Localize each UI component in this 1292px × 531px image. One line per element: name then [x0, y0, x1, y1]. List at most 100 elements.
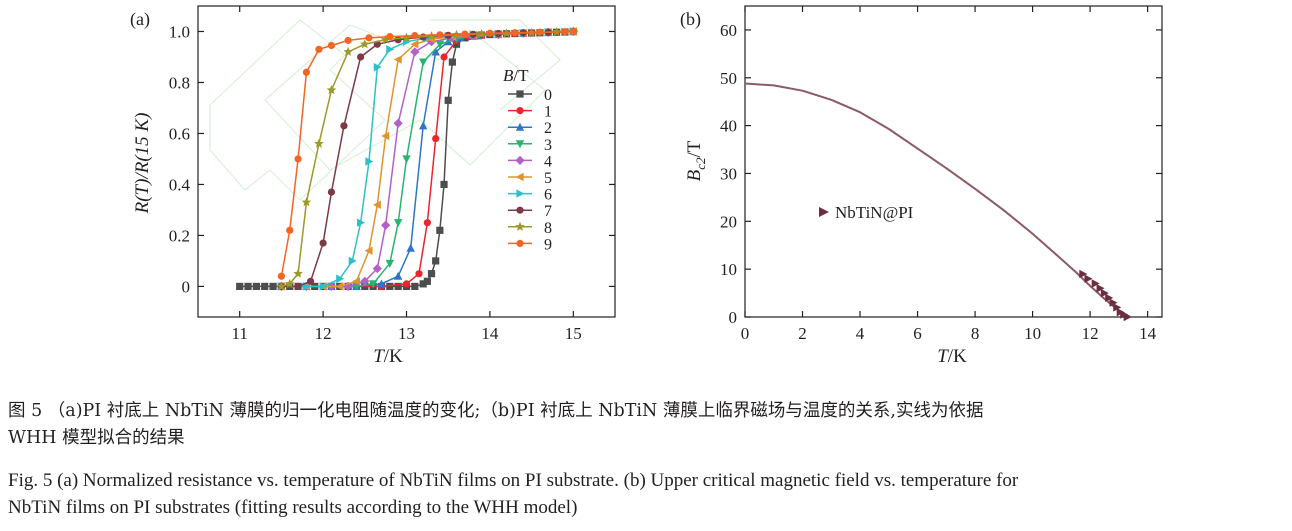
y-tick-label-b: 40 [720, 117, 737, 136]
data-point [411, 31, 419, 40]
data-point [402, 155, 411, 164]
data-point [1123, 312, 1132, 322]
legend-b: NbTiN@PI [819, 203, 914, 222]
series-b-5 [277, 27, 577, 291]
x-tick-label-b: 8 [971, 324, 980, 343]
data-point [393, 271, 403, 280]
data-point [352, 277, 361, 286]
legend-label: 4 [544, 153, 552, 170]
data-point [373, 62, 382, 72]
legend-label: 8 [544, 220, 552, 237]
legend-label: 3 [544, 137, 552, 154]
data-point [386, 32, 394, 41]
data-point [344, 36, 352, 45]
data-point [410, 40, 419, 49]
data-point [360, 39, 370, 49]
data-point [436, 226, 444, 234]
plot-frame-b [744, 5, 1163, 318]
series-b-3 [277, 27, 578, 291]
legend-label: 1 [544, 104, 552, 121]
data-point [418, 58, 428, 67]
data-point [432, 134, 440, 143]
axis-ticks-b: 0 2 4 6 8 10 12 14 0 10 20 30 40 50 60 [720, 6, 1162, 343]
data-point [452, 40, 461, 48]
data-point [448, 58, 456, 66]
data-point [569, 27, 577, 36]
y-tick-label-a: 0.2 [169, 226, 190, 245]
y-tick-label-b: 60 [720, 21, 737, 40]
series-group-b [744, 82, 1132, 322]
y-tick-label-b: 10 [720, 260, 737, 279]
data-point [343, 46, 353, 56]
data-point [386, 282, 394, 291]
data-point [335, 282, 344, 291]
data-point [348, 256, 357, 266]
data-point [406, 243, 415, 252]
data-point [423, 277, 431, 285]
x-axis-label-a: T/K [373, 346, 403, 367]
data-point [511, 29, 519, 37]
x-tick-label-b: 14 [1139, 324, 1157, 343]
legend-marker [515, 155, 525, 165]
series-b-2 [277, 27, 578, 291]
data-point [327, 41, 336, 50]
data-point [306, 277, 315, 285]
data-point [394, 36, 402, 44]
series-line [281, 30, 574, 288]
watermark-shape [430, 19, 561, 111]
caption-english: Fig. 5 (a) Normalized resistance vs. tem… [8, 467, 1284, 521]
data-point [277, 272, 285, 280]
data-point [340, 122, 348, 130]
legend-label: 2 [544, 120, 552, 137]
data-point [1084, 274, 1093, 283]
data-point [357, 53, 365, 61]
caption-en-line-2: NbTiN films on PI substrates (fitting re… [8, 497, 578, 518]
legend-entry-2: 2 [508, 120, 552, 137]
y-tick-label-b: 50 [720, 69, 737, 88]
legend-marker [516, 239, 524, 247]
data-point [435, 40, 445, 49]
data-point [461, 30, 469, 38]
x-tick-label-a: 14 [481, 324, 499, 343]
x-tick-label-b: 4 [856, 324, 865, 343]
data-point [1096, 284, 1105, 293]
data-point [252, 282, 260, 291]
data-point [432, 257, 440, 265]
y-tick-label-b: 20 [720, 212, 737, 231]
legend-entry-9: 9 [508, 236, 552, 253]
data-point [386, 45, 395, 54]
series-line [281, 30, 574, 288]
y-axis-label-a: R(T)/R(15 K) [132, 113, 153, 215]
data-point [365, 34, 373, 42]
y-tick-label-a: 0.8 [169, 73, 190, 92]
x-axis-label-b: T/K [937, 346, 967, 367]
series-b-7 [277, 27, 577, 291]
data-point [357, 218, 366, 227]
data-point [276, 281, 287, 291]
data-point [327, 188, 336, 196]
legend-label: 7 [544, 203, 552, 220]
data-point [1113, 303, 1122, 312]
data-point [336, 274, 345, 283]
panel-label-a: (a) [130, 9, 150, 30]
data-point [536, 28, 544, 36]
legend-marker [515, 221, 525, 231]
data-point [372, 263, 382, 274]
data-point [444, 96, 452, 104]
caption-chinese: 图 5 （a)PI 衬底上 NbTiN 薄膜的归一化电阻随温度的变化;（b)PI… [8, 398, 1284, 452]
data-point [431, 47, 440, 56]
y-tick-label-b: 30 [720, 164, 737, 183]
data-point [401, 32, 412, 42]
data-point [372, 200, 381, 210]
series-b-1 [277, 27, 577, 291]
data-point [293, 268, 303, 278]
y-tick-label-a: 0 [182, 277, 191, 296]
series-line [281, 30, 574, 288]
legend-marker [516, 206, 524, 214]
data-point [393, 55, 402, 64]
data-point [1105, 293, 1114, 303]
y-tick-label-a: 0.4 [169, 175, 191, 194]
